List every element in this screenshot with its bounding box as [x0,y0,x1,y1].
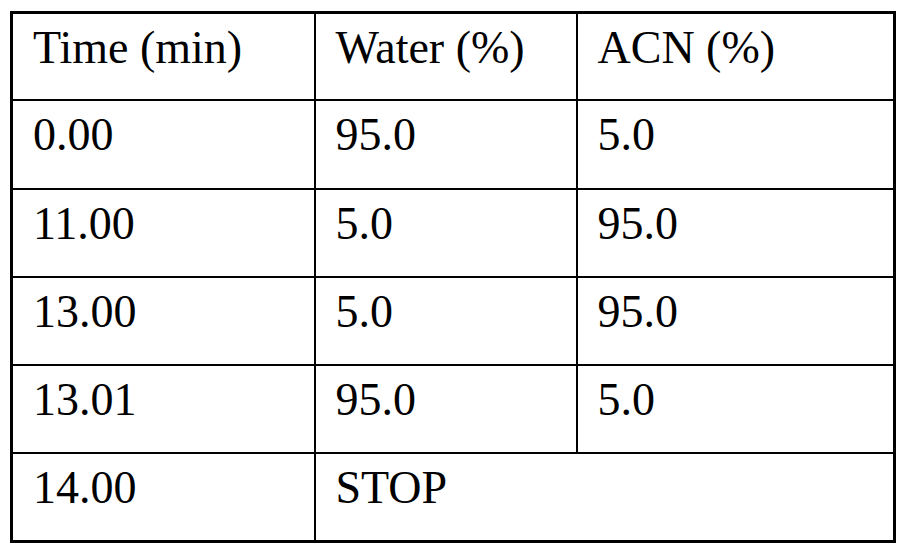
cell-time: 13.00 [12,277,315,365]
cell-acn: 95.0 [577,189,895,277]
header-cell-water: Water (%) [315,13,577,100]
cell-acn: 95.0 [577,277,895,365]
cell-water: 95.0 [315,100,577,189]
table-header-row: Time (min) Water (%) ACN (%) [12,13,895,100]
table-row: 11.00 5.0 95.0 [12,189,895,277]
table-row: 13.01 95.0 5.0 [12,365,895,453]
gradient-table: Time (min) Water (%) ACN (%) 0.00 95.0 5… [10,11,896,543]
document-page: Time (min) Water (%) ACN (%) 0.00 95.0 5… [0,0,904,553]
cell-water: 5.0 [315,189,577,277]
cell-stop: STOP [315,453,895,542]
cell-water: 95.0 [315,365,577,453]
header-cell-acn: ACN (%) [577,13,895,100]
table-row: 0.00 95.0 5.0 [12,100,895,189]
table-row: 13.00 5.0 95.0 [12,277,895,365]
header-cell-time: Time (min) [12,13,315,100]
table-row-final: 14.00 STOP [12,453,895,542]
cell-time: 0.00 [12,100,315,189]
cell-time: 11.00 [12,189,315,277]
cell-time: 13.01 [12,365,315,453]
cell-time: 14.00 [12,453,315,542]
cell-acn: 5.0 [577,100,895,189]
cell-acn: 5.0 [577,365,895,453]
cell-water: 5.0 [315,277,577,365]
